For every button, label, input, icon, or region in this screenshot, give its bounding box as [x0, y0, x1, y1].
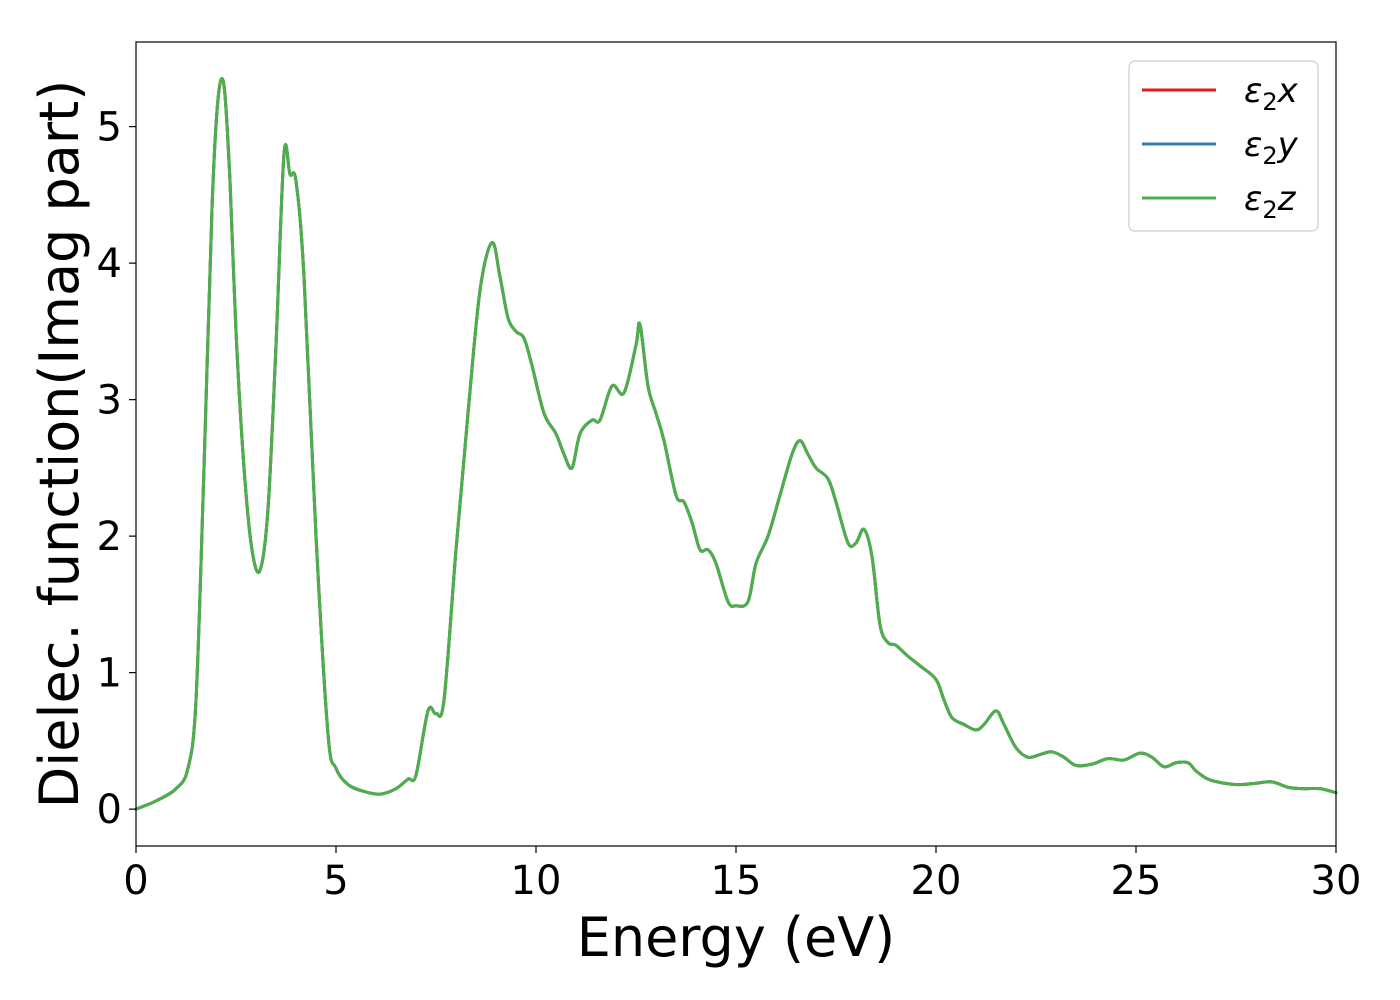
- x-tick-label: 30: [1311, 858, 1362, 904]
- x-tick-label: 20: [911, 858, 962, 904]
- series-line-z: [134, 77, 1338, 811]
- y-tick-label: 5: [97, 105, 122, 151]
- x-axis-title: Energy (eV): [577, 906, 896, 969]
- legend: ε2x ε2y ε2z: [1128, 60, 1319, 232]
- legend-label-x: ε2x: [1244, 71, 1299, 116]
- x-tick-label: 10: [511, 858, 562, 904]
- legend-label-y: ε2y: [1244, 125, 1299, 170]
- legend-label-z: ε2z: [1244, 179, 1297, 224]
- y-tick-label: 3: [97, 378, 122, 424]
- y-tick-label: 0: [97, 787, 122, 833]
- y-tick-label: 2: [97, 514, 122, 560]
- y-tick-label: 1: [97, 651, 122, 697]
- x-tick-label: 25: [1111, 858, 1162, 904]
- x-tick-label: 5: [323, 858, 348, 904]
- x-tick-label: 0: [123, 858, 148, 904]
- series-layer: [134, 77, 1338, 811]
- x-tick-label: 15: [711, 858, 762, 904]
- y-axis: 0 1 2 3 4 5: [97, 105, 136, 833]
- y-axis-title: Dielec. function(Imag part): [28, 80, 91, 809]
- legend-box: [1128, 60, 1319, 232]
- y-tick-label: 4: [97, 241, 122, 287]
- x-axis: 0 5 10 15 20 25 30: [123, 846, 1361, 904]
